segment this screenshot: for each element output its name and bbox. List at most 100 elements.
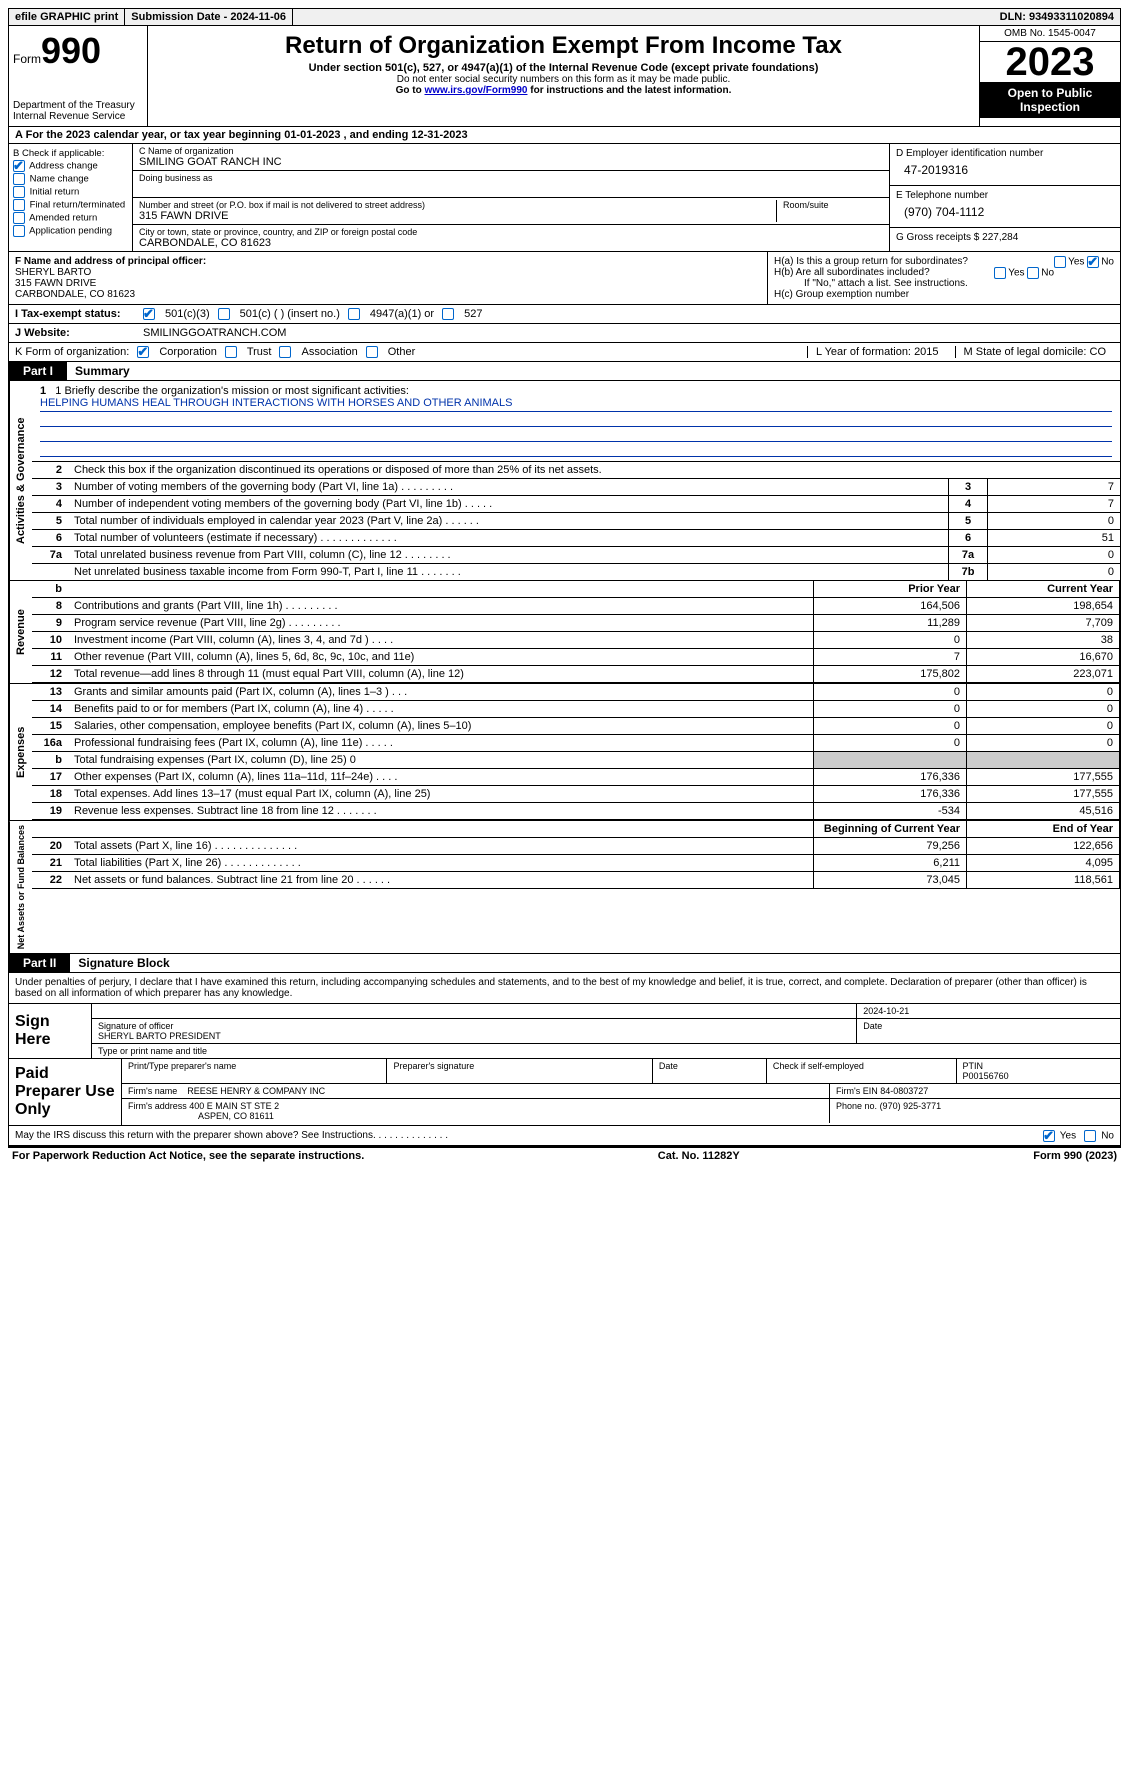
- table-row: 17Other expenses (Part IX, column (A), l…: [32, 769, 1120, 786]
- org-name-label: C Name of organization: [139, 146, 883, 156]
- tax-status-label: I Tax-exempt status:: [15, 308, 135, 320]
- check-initial-return[interactable]: [13, 186, 25, 198]
- firm-addr2: ASPEN, CO 81611: [128, 1111, 274, 1121]
- tax-year: 2023: [980, 42, 1120, 82]
- check-501c3[interactable]: [143, 308, 155, 320]
- table-row: 8Contributions and grants (Part VIII, li…: [32, 598, 1120, 615]
- form-subtitle: Under section 501(c), 527, or 4947(a)(1)…: [152, 62, 975, 74]
- ha-no[interactable]: [1087, 256, 1099, 268]
- val-line3: 7: [988, 479, 1121, 496]
- table-row: 19Revenue less expenses. Subtract line 1…: [32, 803, 1120, 820]
- val-line6: 51: [988, 530, 1121, 547]
- form-header: Form990 Department of the Treasury Inter…: [8, 26, 1121, 127]
- part2-header: Part II Signature Block: [8, 954, 1121, 973]
- year-formation: 2015: [914, 346, 938, 358]
- form-number: 990: [41, 30, 101, 71]
- check-trust[interactable]: [225, 346, 237, 358]
- table-row: 15Salaries, other compensation, employee…: [32, 718, 1120, 735]
- tax-status-row: I Tax-exempt status: 501(c)(3) 501(c) ( …: [8, 305, 1121, 324]
- submission-date: Submission Date - 2024-11-06: [125, 9, 293, 25]
- room-label: Room/suite: [783, 200, 883, 210]
- signature-block: Under penalties of perjury, I declare th…: [8, 973, 1121, 1146]
- table-row: 13Grants and similar amounts paid (Part …: [32, 684, 1120, 701]
- table-row: 11Other revenue (Part VIII, column (A), …: [32, 649, 1120, 666]
- form-org-label: K Form of organization:: [15, 346, 129, 358]
- dba-value: [139, 183, 883, 195]
- table-row: 21Total liabilities (Part X, line 26) . …: [32, 855, 1120, 872]
- gross-receipts-value: 227,284: [982, 232, 1018, 243]
- table-row: 14Benefits paid to or for members (Part …: [32, 701, 1120, 718]
- side-expenses: Expenses: [9, 684, 32, 820]
- table-row: 10Investment income (Part VIII, column (…: [32, 632, 1120, 649]
- table-row: 12Total revenue—add lines 8 through 11 (…: [32, 666, 1120, 683]
- sig-date: 2024-10-21: [857, 1004, 1120, 1018]
- val-line7a: 0: [988, 547, 1121, 564]
- ein-value: 47-2019316: [896, 159, 1114, 181]
- section-a-tax-year: A For the 2023 calendar year, or tax yea…: [8, 127, 1121, 144]
- goto-prefix: Go to: [396, 85, 425, 96]
- discuss-question: May the IRS discuss this return with the…: [15, 1130, 448, 1141]
- check-final-return[interactable]: [13, 199, 25, 211]
- form-ref: Form 990 (2023): [1033, 1150, 1117, 1162]
- table-row: 9Program service revenue (Part VIII, lin…: [32, 615, 1120, 632]
- form-word: Form: [13, 52, 41, 66]
- street-label: Number and street (or P.O. box if mail i…: [139, 200, 776, 210]
- side-netassets: Net Assets or Fund Balances: [9, 821, 32, 953]
- phone-label: E Telephone number: [896, 190, 1114, 201]
- page-footer: For Paperwork Reduction Act Notice, see …: [8, 1146, 1121, 1164]
- firm-name: REESE HENRY & COMPANY INC: [187, 1086, 325, 1096]
- org-name: SMILING GOAT RANCH INC: [139, 156, 883, 168]
- check-name-change[interactable]: [13, 173, 25, 185]
- part2-tab: Part II: [9, 954, 70, 972]
- street-value: 315 FAWN DRIVE: [139, 210, 776, 222]
- firm-ein: 84-0803727: [880, 1086, 928, 1096]
- goto-suffix: for instructions and the latest informat…: [527, 85, 731, 96]
- ptin-value: P00156760: [963, 1071, 1114, 1081]
- form-org-row: K Form of organization: Corporation Trus…: [8, 343, 1121, 362]
- side-governance: Activities & Governance: [9, 381, 32, 580]
- ha-yes[interactable]: [1054, 256, 1066, 268]
- table-row: bTotal fundraising expenses (Part IX, co…: [32, 752, 1120, 769]
- discuss-no[interactable]: [1084, 1130, 1096, 1142]
- netassets-section: Net Assets or Fund Balances Beginning of…: [8, 821, 1121, 954]
- form-title: Return of Organization Exempt From Incom…: [152, 32, 975, 60]
- phone-value: (970) 704-1112: [896, 201, 1114, 223]
- check-application-pending[interactable]: [13, 225, 25, 237]
- part1-title: Summary: [67, 362, 138, 380]
- hb-no[interactable]: [1027, 267, 1039, 279]
- hb-label: H(b) Are all subordinates included?: [774, 267, 930, 278]
- netassets-table: Beginning of Current YearEnd of Year 20T…: [32, 821, 1120, 889]
- val-line7b: 0: [988, 564, 1121, 581]
- check-501c[interactable]: [218, 308, 230, 320]
- check-corporation[interactable]: [137, 346, 149, 358]
- table-row: 18Total expenses. Add lines 13–17 (must …: [32, 786, 1120, 803]
- gross-receipts-label: G Gross receipts $: [896, 232, 979, 243]
- hb-yes[interactable]: [994, 267, 1006, 279]
- state-domicile: CO: [1090, 346, 1107, 358]
- val-line5: 0: [988, 513, 1121, 530]
- firm-addr1: 400 E MAIN ST STE 2: [189, 1101, 279, 1111]
- check-527[interactable]: [442, 308, 454, 320]
- city-value: CARBONDALE, CO 81623: [139, 237, 883, 249]
- form990-link[interactable]: www.irs.gov/Form990: [424, 85, 527, 96]
- check-other[interactable]: [366, 346, 378, 358]
- catalog-number: Cat. No. 11282Y: [658, 1150, 740, 1162]
- officer-city: CARBONDALE, CO 81623: [15, 289, 761, 300]
- expenses-table: 13Grants and similar amounts paid (Part …: [32, 684, 1120, 820]
- check-association[interactable]: [279, 346, 291, 358]
- part1-tab: Part I: [9, 362, 67, 380]
- check-4947[interactable]: [348, 308, 360, 320]
- discuss-yes[interactable]: [1043, 1130, 1055, 1142]
- efile-button[interactable]: efile GRAPHIC print: [9, 9, 125, 25]
- governance-section: Activities & Governance 1 1 Briefly desc…: [8, 381, 1121, 581]
- check-address-change[interactable]: [13, 160, 25, 172]
- check-amended-return[interactable]: [13, 212, 25, 224]
- revenue-table: bPrior YearCurrent Year 8Contributions a…: [32, 581, 1120, 683]
- website-label: J Website:: [15, 327, 135, 339]
- table-row: 20Total assets (Part X, line 16) . . . .…: [32, 838, 1120, 855]
- expenses-section: Expenses 13Grants and similar amounts pa…: [8, 684, 1121, 821]
- hb-note: If "No," attach a list. See instructions…: [774, 278, 1114, 289]
- val-line4: 7: [988, 496, 1121, 513]
- top-bar: efile GRAPHIC print Submission Date - 20…: [8, 8, 1121, 26]
- officer-street: 315 FAWN DRIVE: [15, 278, 761, 289]
